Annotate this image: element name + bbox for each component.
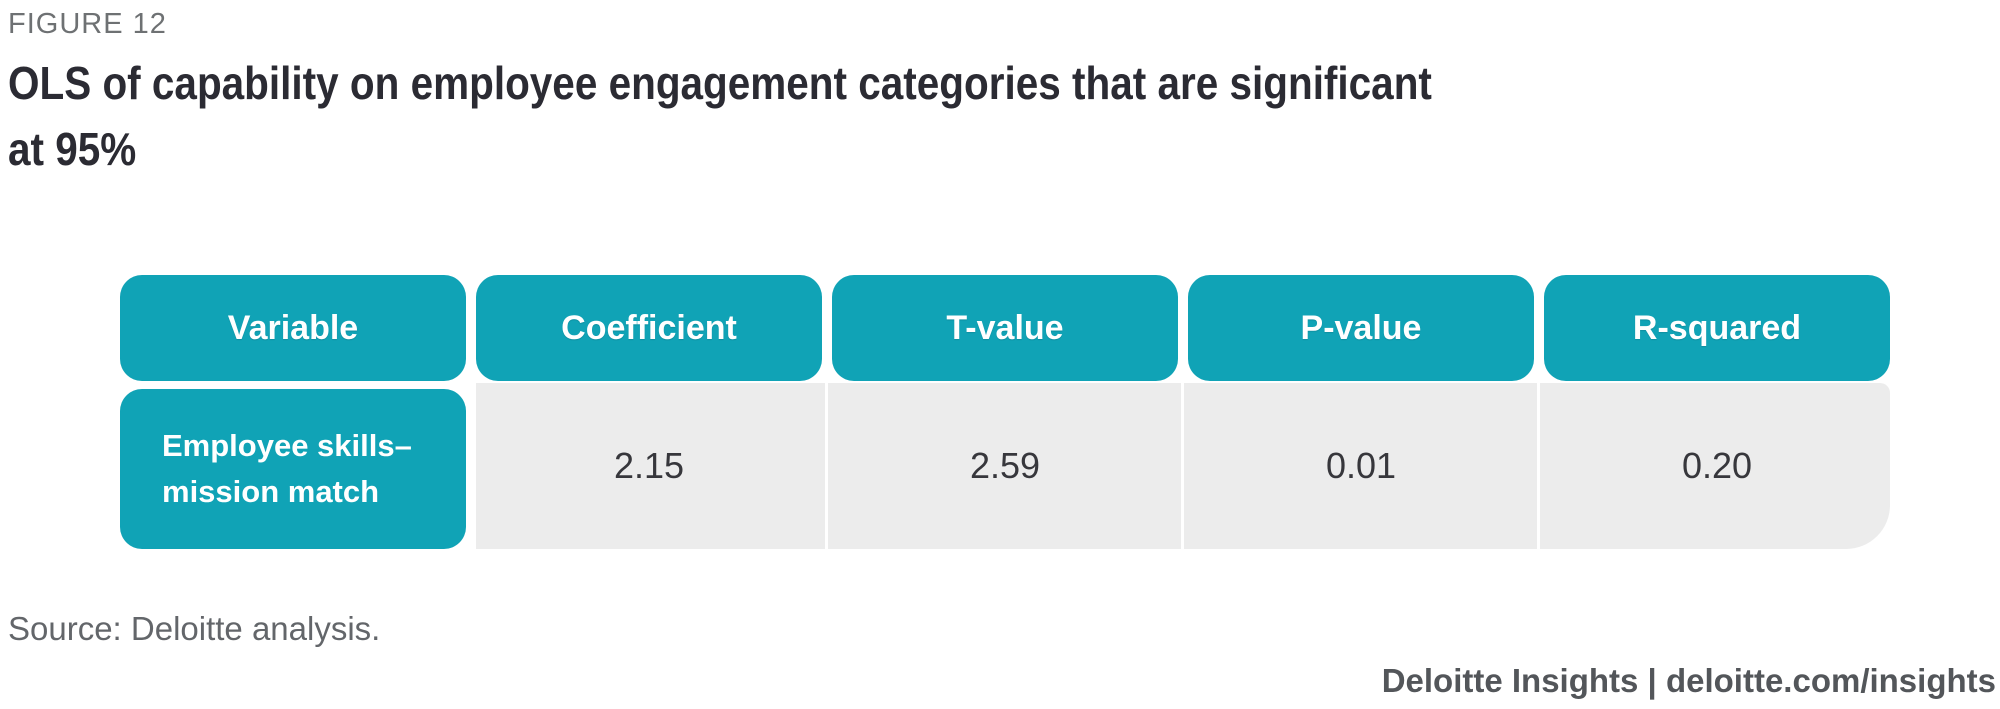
source-note: Source: Deloitte analysis. bbox=[8, 610, 381, 647]
row-t-value: 2.59 bbox=[969, 445, 1041, 486]
figure-label: FIGURE 12 bbox=[8, 8, 167, 40]
column-separator bbox=[825, 383, 828, 549]
row-r-squared-value: 0.20 bbox=[1681, 445, 1753, 486]
row-variable-cell: Employee skills–mission match bbox=[120, 389, 466, 549]
column-header-p-value: P-value bbox=[1188, 275, 1534, 381]
figure-title-line-2: at 95% bbox=[8, 123, 137, 175]
figure-title: OLS of capability on employee engagement… bbox=[8, 50, 1432, 182]
column-separator bbox=[1537, 383, 1540, 549]
column-header-t-value: T-value bbox=[832, 275, 1178, 381]
column-separator bbox=[1181, 383, 1184, 549]
row-coefficient-value: 2.15 bbox=[613, 445, 685, 486]
column-header-coefficient: Coefficient bbox=[476, 275, 822, 381]
column-header-r-squared: R-squared bbox=[1544, 275, 1890, 381]
row-p-value: 0.01 bbox=[1325, 445, 1397, 486]
ols-results-table: Variable Coefficient T-value P-value R-s… bbox=[120, 275, 1890, 549]
figure-title-line-1: OLS of capability on employee engagement… bbox=[8, 57, 1432, 109]
deloitte-insights-brand: Deloitte Insights | deloitte.com/insight… bbox=[1381, 662, 1996, 699]
column-header-variable: Variable bbox=[120, 275, 466, 381]
